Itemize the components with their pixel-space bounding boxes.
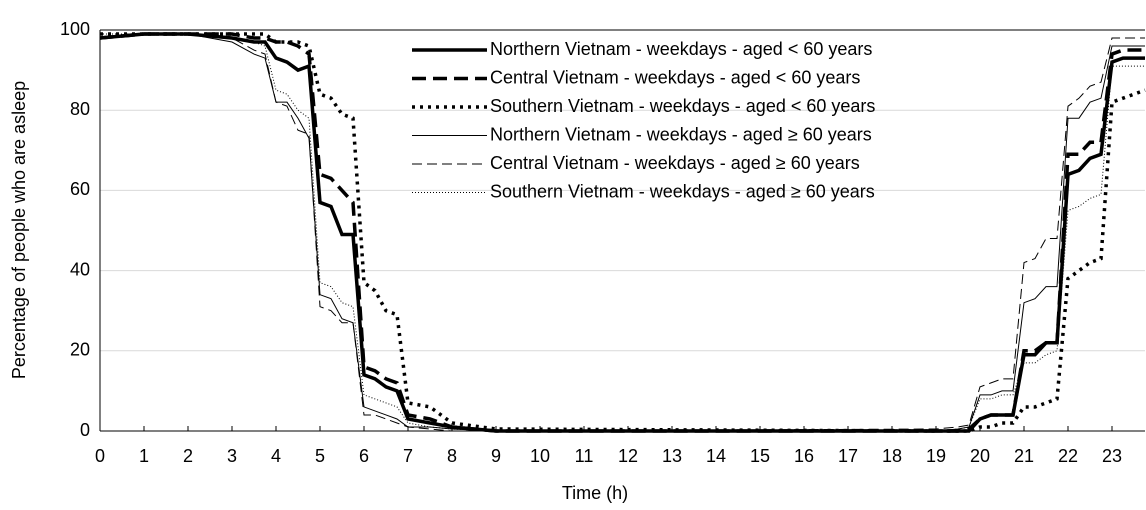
series-line bbox=[99, 33, 1145, 432]
x-tick-label: 14 bbox=[706, 446, 726, 466]
x-tick-label: 0 bbox=[95, 446, 105, 466]
x-tick-label: 18 bbox=[882, 446, 902, 466]
y-axis-label: Percentage of people who are asleep bbox=[9, 81, 29, 379]
x-tick-label: 2 bbox=[183, 446, 193, 466]
legend-label: Southern Vietnam - weekdays - aged ≥ 60 … bbox=[490, 181, 875, 201]
x-tick-label: 13 bbox=[662, 446, 682, 466]
x-tick-label: 8 bbox=[447, 446, 457, 466]
series-line bbox=[100, 32, 1146, 433]
x-tick-label: 19 bbox=[926, 446, 946, 466]
x-tick-label: 6 bbox=[359, 446, 369, 466]
x-tick-label: 5 bbox=[315, 446, 325, 466]
y-tick-label: 80 bbox=[70, 99, 90, 119]
x-tick-label: 4 bbox=[271, 446, 281, 466]
y-tick-label: 0 bbox=[80, 420, 90, 440]
x-axis-label: Time (h) bbox=[562, 483, 628, 503]
x-tick-label: 15 bbox=[750, 446, 770, 466]
x-tick-label: 11 bbox=[575, 446, 594, 466]
y-tick-label: 40 bbox=[70, 259, 90, 279]
x-tick-label: 9 bbox=[491, 446, 501, 466]
x-tick-label: 7 bbox=[403, 446, 413, 466]
x-tick-label: 17 bbox=[838, 446, 858, 466]
x-tick-label: 22 bbox=[1058, 446, 1078, 466]
x-tick-label: 21 bbox=[1014, 446, 1034, 466]
series-line bbox=[99, 32, 1145, 433]
x-tick-label: 1 bbox=[139, 446, 149, 466]
y-tick-label: 60 bbox=[70, 179, 90, 199]
y-tick-label: 20 bbox=[70, 340, 90, 360]
x-tick-label: 20 bbox=[970, 446, 990, 466]
legend-label: Central Vietnam - weekdays - aged < 60 y… bbox=[490, 67, 860, 87]
x-tick-label: 12 bbox=[618, 446, 638, 466]
series-line bbox=[99, 33, 1145, 432]
legend-label: Southern Vietnam - weekdays - aged < 60 … bbox=[490, 96, 875, 116]
legend-label: Central Vietnam - weekdays - aged ≥ 60 y… bbox=[490, 153, 860, 173]
legend-label: Northern Vietnam - weekdays - aged < 60 … bbox=[490, 39, 872, 59]
legend-label: Northern Vietnam - weekdays - aged ≥ 60 … bbox=[490, 124, 872, 144]
x-tick-label: 16 bbox=[794, 446, 814, 466]
x-tick-label: 10 bbox=[530, 446, 550, 466]
x-tick-label: 23 bbox=[1102, 446, 1122, 466]
x-tick-label: 3 bbox=[227, 446, 237, 466]
y-tick-label: 100 bbox=[60, 19, 90, 39]
series-line bbox=[99, 32, 1145, 433]
series-line bbox=[100, 33, 1145, 432]
